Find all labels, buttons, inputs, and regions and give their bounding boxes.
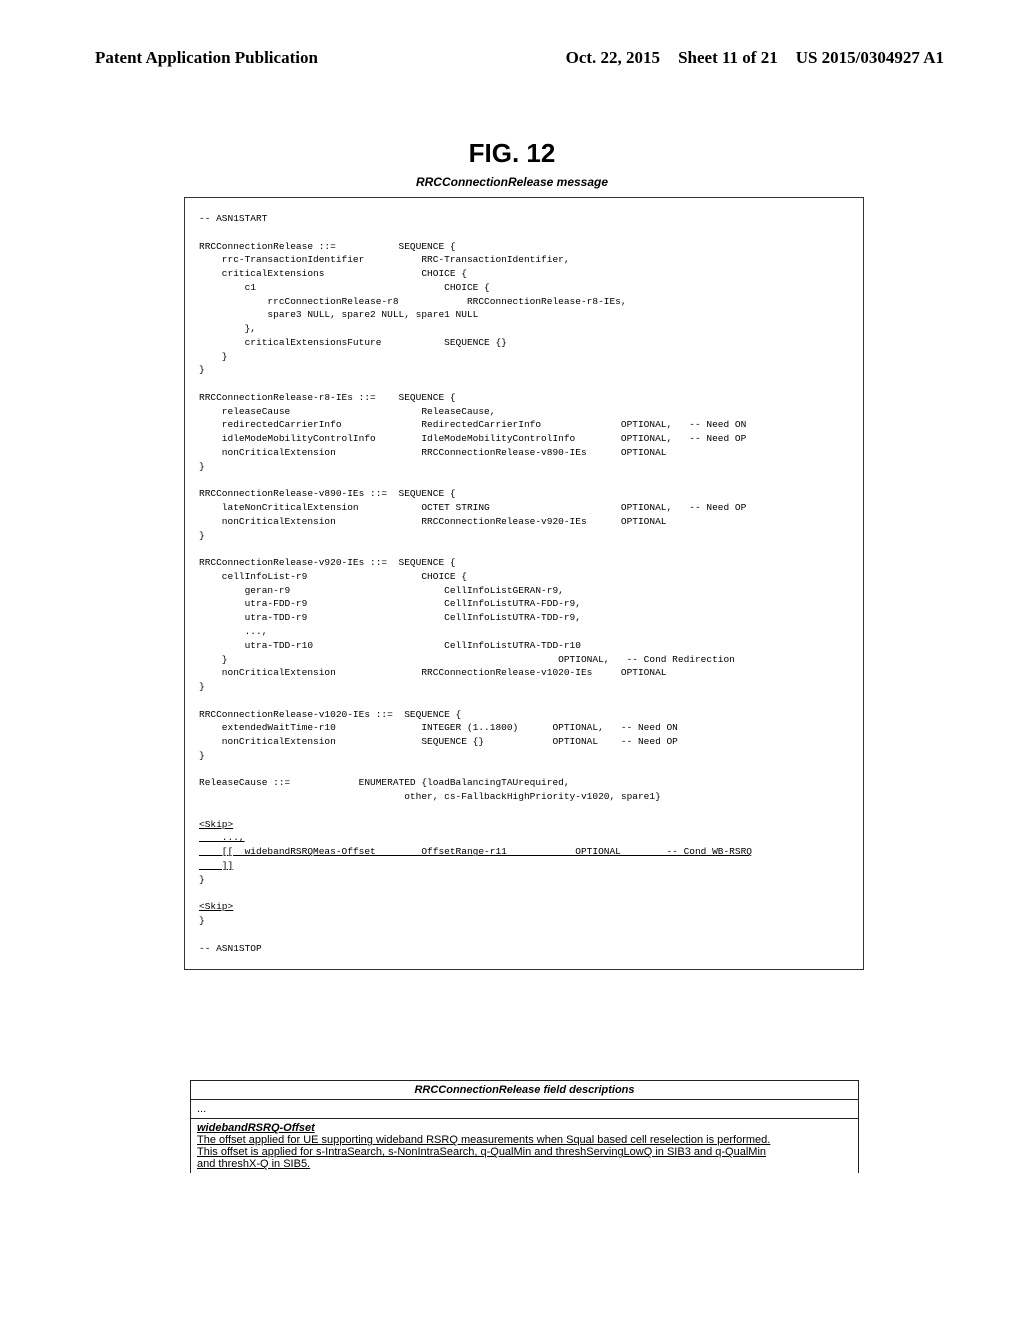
field-description-table: RRCConnectionRelease field descriptions …: [190, 1080, 859, 1173]
field-desc-line1: The offset applied for UE supporting wid…: [197, 1134, 770, 1146]
table-ellipsis: ...: [191, 1100, 859, 1119]
table-title: RRCConnectionRelease field descriptions: [191, 1081, 859, 1100]
field-name: widebandRSRQ-Offset: [197, 1122, 315, 1134]
asn1-close1: }: [199, 874, 205, 885]
page-header: Patent Application Publication Oct. 22, …: [0, 0, 1024, 78]
asn1-codeblock: -- ASN1START RRCConnectionRelease ::= SE…: [184, 197, 864, 970]
asn1-close2: }: [199, 915, 205, 926]
asn1-skip1: <Skip>: [199, 819, 233, 830]
asn1-wideband-line: ..., [[ widebandRSRQMeas-Offset OffsetRa…: [199, 832, 752, 871]
figure-title: FIG. 12: [0, 138, 1024, 169]
header-date: Oct. 22, 2015: [566, 48, 660, 68]
header-sheet: Sheet 11 of 21: [678, 48, 778, 68]
asn1-stop: -- ASN1STOP: [199, 943, 262, 954]
header-code: US 2015/0304927 A1: [796, 48, 944, 68]
figure-subtitle: RRCConnectionRelease message: [0, 175, 1024, 189]
field-descriptions-area: RRCConnectionRelease field descriptions …: [190, 1080, 859, 1173]
header-left: Patent Application Publication: [95, 48, 318, 68]
asn1-skip2: <Skip>: [199, 901, 233, 912]
field-desc-line3: and threshX-Q in SIB5.: [197, 1158, 310, 1170]
asn1-body: -- ASN1START RRCConnectionRelease ::= SE…: [199, 213, 746, 802]
field-desc-line2: This offset is applied for s-IntraSearch…: [197, 1146, 766, 1158]
